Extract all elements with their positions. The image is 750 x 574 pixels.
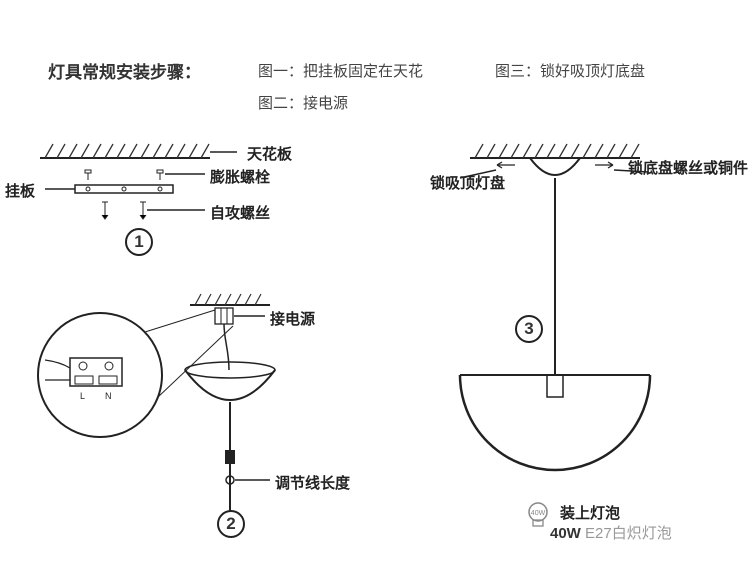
step3-number: 3 [515, 315, 543, 343]
svg-text:40W: 40W [531, 510, 546, 517]
step2-number: 2 [217, 510, 245, 538]
svg-text:N: N [105, 391, 112, 401]
main-title: 灯具常规安装步骤： [48, 58, 201, 83]
label-lock-plate: 锁吸顶灯盘 [430, 172, 505, 193]
step3-diagram: 40W [420, 130, 730, 550]
label-lock-screws: 锁底盘螺丝或铜件 [628, 160, 728, 179]
label-bolt: 膨胀螺栓 [210, 166, 270, 187]
label-bulb-title: 装上灯泡 [560, 502, 620, 523]
label-screw: 自攻螺丝 [210, 202, 270, 223]
label-power: 接电源 [270, 308, 315, 329]
step1-number: 1 [125, 228, 153, 256]
label-plate: 挂板 [5, 180, 35, 201]
label-cord: 调节线长度 [275, 472, 350, 493]
label-ceiling: 天花板 [247, 143, 292, 164]
label-bulb-spec: 40W E27白炽灯泡 [550, 522, 672, 543]
svg-text:L: L [80, 391, 85, 401]
caption-step1: 图一：把挂板固定在天花 [258, 60, 423, 81]
caption-step2: 图二：接电源 [258, 92, 348, 113]
caption-step3: 图三：锁好吸顶灯底盘 [495, 60, 645, 81]
